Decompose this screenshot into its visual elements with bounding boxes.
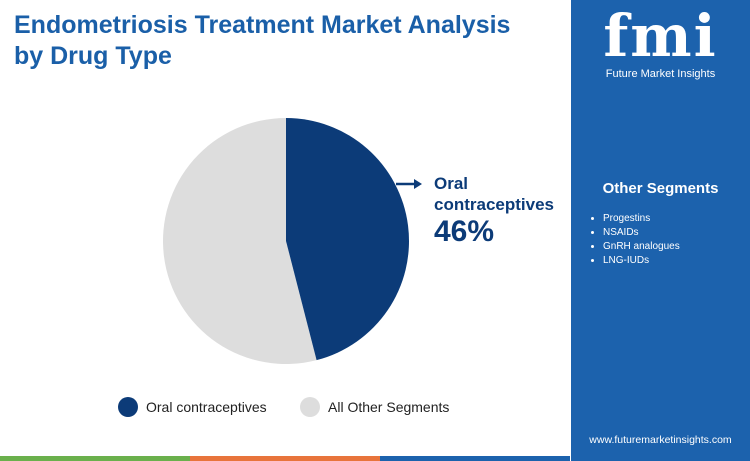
pie-slice: [286, 118, 409, 361]
sidebar: fmi Future Market Insights Other Segment…: [571, 0, 750, 461]
bottom-strip: [0, 456, 190, 461]
legend-item: Oral contraceptives: [118, 397, 267, 417]
legend-label: Oral contraceptives: [146, 399, 267, 415]
bottom-strip: [190, 456, 380, 461]
segment-item: GnRH analogues: [603, 240, 680, 254]
legend-label: All Other Segments: [328, 399, 450, 415]
annotation-value: 46%: [434, 215, 495, 248]
segment-item: Progestins: [603, 212, 680, 226]
segment-list: ProgestinsNSAIDsGnRH analoguesLNG-IUDs: [593, 212, 680, 268]
sidebar-heading: Other Segments: [602, 180, 719, 197]
chart-title: Endometriosis Treatment Market Analysis …: [14, 11, 511, 70]
annotation-label: Oral contraceptives: [434, 174, 554, 214]
segment-item: LNG-IUDs: [603, 254, 680, 268]
logo-tagline: Future Market Insights: [605, 68, 716, 80]
bottom-strip: [380, 456, 570, 461]
legend-swatch: [300, 397, 320, 417]
logo: fmi: [603, 2, 718, 70]
website: www.futuremarketinsights.com: [589, 434, 732, 446]
chart: [0, 118, 570, 461]
pie-slice: [162, 118, 317, 364]
legend-swatch: [118, 397, 138, 417]
segment-item: NSAIDs: [603, 226, 680, 240]
legend-item: All Other Segments: [300, 397, 449, 417]
annotation-arrowhead: [414, 179, 422, 189]
